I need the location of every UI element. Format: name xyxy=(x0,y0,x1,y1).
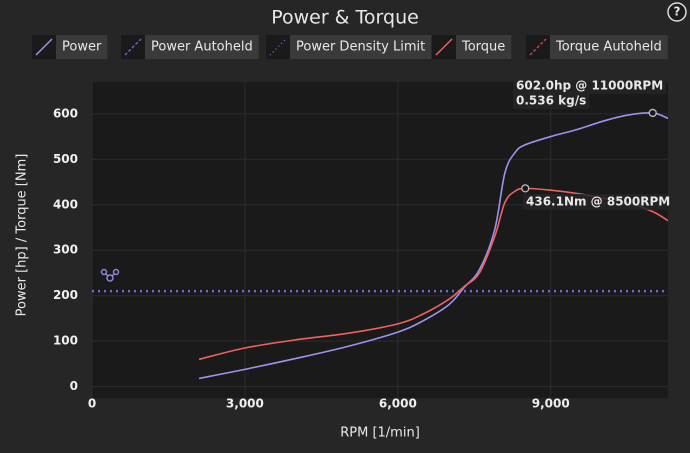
y-tick-label: 500 xyxy=(53,152,78,166)
legend-icon xyxy=(124,38,142,56)
legend-label-box xyxy=(290,35,432,59)
plot-area xyxy=(92,82,668,398)
annotation: 0.536 kg/s xyxy=(516,94,586,108)
y-tick-label: 400 xyxy=(53,197,78,211)
legend-label-box xyxy=(56,35,108,59)
help-button[interactable] xyxy=(667,2,687,22)
legend-label: Power xyxy=(62,40,102,55)
annotation-box xyxy=(513,78,667,94)
legend-label: Power Density Limit xyxy=(296,40,425,55)
legend-label: Torque Autoheld xyxy=(555,40,662,55)
y-tick-label: 600 xyxy=(53,106,78,120)
series-line xyxy=(198,112,668,380)
y-tick-label: 200 xyxy=(53,288,78,302)
help-label[interactable]: ? xyxy=(674,5,681,19)
peak-marker xyxy=(521,184,530,193)
y-axis-label: Power [hp] / Torque [Nm] xyxy=(15,154,30,317)
annotation: 436.1Nm @ 8500RPM xyxy=(526,195,670,209)
legend-icon xyxy=(435,38,453,56)
annotation: 602.0hp @ 11000RPM xyxy=(516,79,663,93)
legend-label: Power Autoheld xyxy=(151,40,253,55)
x-axis-label: RPM [1/min] xyxy=(340,426,420,441)
x-tick-label: 6,000 xyxy=(379,397,417,411)
chart-title: Power & Torque xyxy=(271,7,419,29)
legend-icon-box xyxy=(266,35,290,59)
engine-icon xyxy=(100,268,120,282)
y-tick-label: 0 xyxy=(70,379,78,393)
x-tick-label: 3,000 xyxy=(226,397,264,411)
legend-label-box xyxy=(456,35,512,59)
annotation-box xyxy=(513,93,590,109)
legend-icon xyxy=(529,38,547,56)
peak-marker xyxy=(648,108,657,118)
legend-label: Torque xyxy=(461,40,505,55)
legend-label-box xyxy=(550,35,668,59)
y-tick-label: 100 xyxy=(53,334,78,348)
x-tick-label: 0 xyxy=(88,397,96,411)
legend-label-box xyxy=(145,35,259,59)
x-tick-label: 9,000 xyxy=(532,397,570,411)
y-tick-label: 300 xyxy=(53,243,78,257)
annotation-box xyxy=(523,194,674,210)
legend-icon xyxy=(35,38,53,56)
